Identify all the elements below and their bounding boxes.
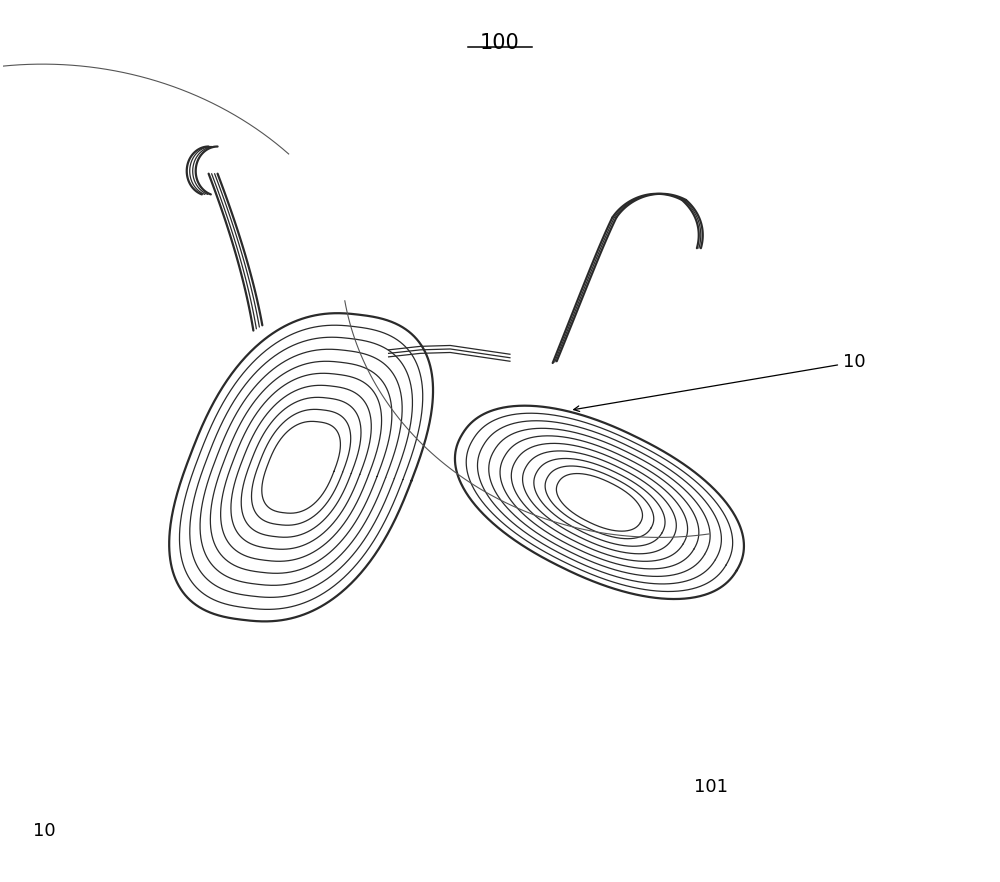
- Text: 100: 100: [480, 34, 520, 54]
- Text: 10: 10: [33, 822, 55, 841]
- Text: 10: 10: [574, 353, 866, 411]
- Text: 101: 101: [694, 779, 728, 796]
